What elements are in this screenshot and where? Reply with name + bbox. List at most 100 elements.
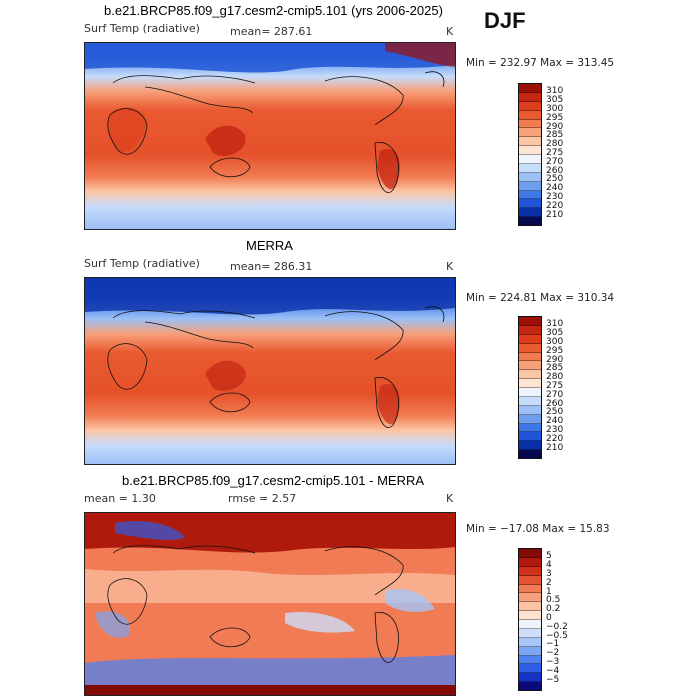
colorbar-swatch — [519, 566, 541, 576]
colorbar-tick-label: 260 — [546, 165, 564, 176]
colorbar-tick-label: −2 — [546, 648, 560, 659]
colorbar-tick-label: 210 — [546, 209, 564, 220]
colorbar-tick-label: 2 — [546, 577, 552, 588]
colorbar-tick-label: 300 — [546, 103, 564, 114]
panel3-mean: mean = 1.30 — [84, 492, 156, 505]
colorbar-tick-label: 270 — [546, 156, 564, 167]
colorbar-swatch — [519, 646, 541, 656]
colorbar-swatch — [519, 593, 541, 603]
colorbar-tick-label: 5 — [546, 551, 552, 562]
panel3-rmse: rmse = 2.57 — [228, 492, 297, 505]
colorbar-swatch — [519, 110, 541, 120]
colorbar-tick-label: 250 — [546, 174, 564, 185]
colorbar-tick-label: 260 — [546, 398, 564, 409]
panel3-title: b.e21.BRCP85.f09_g17.cesm2-cmip5.101 - M… — [122, 473, 425, 488]
colorbar-swatch — [519, 190, 541, 200]
colorbar-swatch — [519, 317, 541, 326]
colorbar-swatch — [519, 352, 541, 362]
colorbar-tick-label: 0 — [546, 613, 552, 623]
colorbar-tick-label: 285 — [546, 130, 564, 141]
colorbar-swatch — [519, 414, 541, 424]
panel3-map — [84, 512, 456, 696]
colorbar-swatch — [519, 84, 541, 93]
colorbar-swatch — [519, 119, 541, 129]
colorbar-tick-label: 250 — [546, 407, 564, 418]
colorbar-swatch — [519, 620, 541, 629]
colorbar-tick-label: 295 — [546, 112, 564, 123]
colorbar-swatch — [519, 172, 541, 182]
colorbar-tick-label: 0.5 — [546, 595, 561, 606]
panel1-colorbar — [518, 83, 542, 226]
colorbar-tick-label: −3 — [546, 657, 560, 668]
colorbar-tick-label: 275 — [546, 381, 564, 391]
colorbar-swatch — [519, 370, 541, 380]
colorbar-tick-label: 240 — [546, 183, 564, 194]
season-label: DJF — [484, 8, 526, 33]
colorbar-tick-label: 3 — [546, 568, 552, 579]
colorbar-swatch — [519, 199, 541, 209]
colorbar-tick-label: 0.2 — [546, 604, 561, 615]
colorbar-tick-label: −1 — [546, 639, 560, 650]
colorbar-swatch — [519, 405, 541, 415]
colorbar-tick-label: −0.5 — [546, 630, 568, 641]
colorbar-swatch — [519, 450, 541, 458]
colorbar-tick-label: 220 — [546, 200, 564, 211]
panel1-variable: Surf Temp (radiative) — [84, 22, 200, 35]
colorbar-swatch — [519, 664, 541, 674]
colorbar-tick-label: 4 — [546, 560, 552, 571]
colorbar-tick-label: −0.2 — [546, 621, 568, 632]
colorbar-swatch — [519, 128, 541, 138]
colorbar-tick-label: 290 — [546, 354, 564, 365]
colorbar-swatch — [519, 673, 541, 683]
colorbar-swatch — [519, 584, 541, 594]
panel1-mean: mean= 287.61 — [230, 25, 313, 38]
panel1-title: b.e21.BRCP85.f09_g17.cesm2-cmip5.101 (yr… — [104, 3, 443, 18]
panel1-minmax: Min = 232.97 Max = 313.45 — [466, 57, 615, 69]
colorbar-tick-label: 220 — [546, 433, 564, 444]
colorbar-tick-label: 305 — [546, 95, 564, 106]
colorbar-swatch — [519, 549, 541, 558]
panel2-map — [84, 277, 456, 465]
colorbar-tick-label: 240 — [546, 416, 564, 427]
panel2-variable: Surf Temp (radiative) — [84, 257, 200, 270]
colorbar-swatch — [519, 441, 541, 451]
colorbar-swatch — [519, 101, 541, 111]
colorbar-swatch — [519, 602, 541, 612]
colorbar-swatch — [519, 637, 541, 647]
colorbar-swatch — [519, 325, 541, 335]
panel2-title: MERRA — [246, 238, 293, 253]
colorbar-swatch — [519, 217, 541, 225]
colorbar-swatch — [519, 137, 541, 147]
panel3-colorbar-labels: 5 4 3 2 1 0.5 0.2 0 −0.2 −0.5 −1 −2 −3 −4 −5 — [546, 548, 586, 689]
colorbar-tick-label: 310 — [546, 319, 564, 330]
colorbar-swatch — [519, 379, 541, 388]
colorbar-tick-label: 230 — [546, 192, 564, 203]
panel3-colorbar — [518, 548, 542, 691]
colorbar-swatch — [519, 396, 541, 406]
panel1-map — [84, 42, 456, 230]
colorbar-tick-label: 275 — [546, 148, 564, 158]
colorbar-swatch — [519, 575, 541, 585]
colorbar-tick-label: 210 — [546, 442, 564, 453]
colorbar-tick-label: −5 — [546, 674, 560, 685]
colorbar-swatch — [519, 343, 541, 353]
colorbar-swatch — [519, 361, 541, 371]
colorbar-swatch — [519, 146, 541, 155]
colorbar-tick-label: 285 — [546, 363, 564, 374]
panel3-units: K — [446, 492, 454, 505]
colorbar-tick-label: 280 — [546, 139, 564, 150]
colorbar-swatch — [519, 334, 541, 344]
panel1-units: K — [446, 25, 454, 38]
colorbar-tick-label: 300 — [546, 336, 564, 347]
colorbar-swatch — [519, 432, 541, 442]
panel1-colorbar-labels: 310 305 300 295 290 285 280 275 270 260 250 240 230 2… — [546, 83, 586, 224]
colorbar-tick-label: 295 — [546, 345, 564, 356]
colorbar-tick-label: 230 — [546, 425, 564, 436]
colorbar-tick-label: −4 — [546, 665, 560, 676]
panel3-minmax: Min = −17.08 Max = 15.83 — [466, 523, 610, 535]
colorbar-swatch — [519, 92, 541, 102]
colorbar-swatch — [519, 682, 541, 690]
colorbar-swatch — [519, 208, 541, 218]
colorbar-swatch — [519, 628, 541, 638]
colorbar-tick-label: 305 — [546, 328, 564, 339]
